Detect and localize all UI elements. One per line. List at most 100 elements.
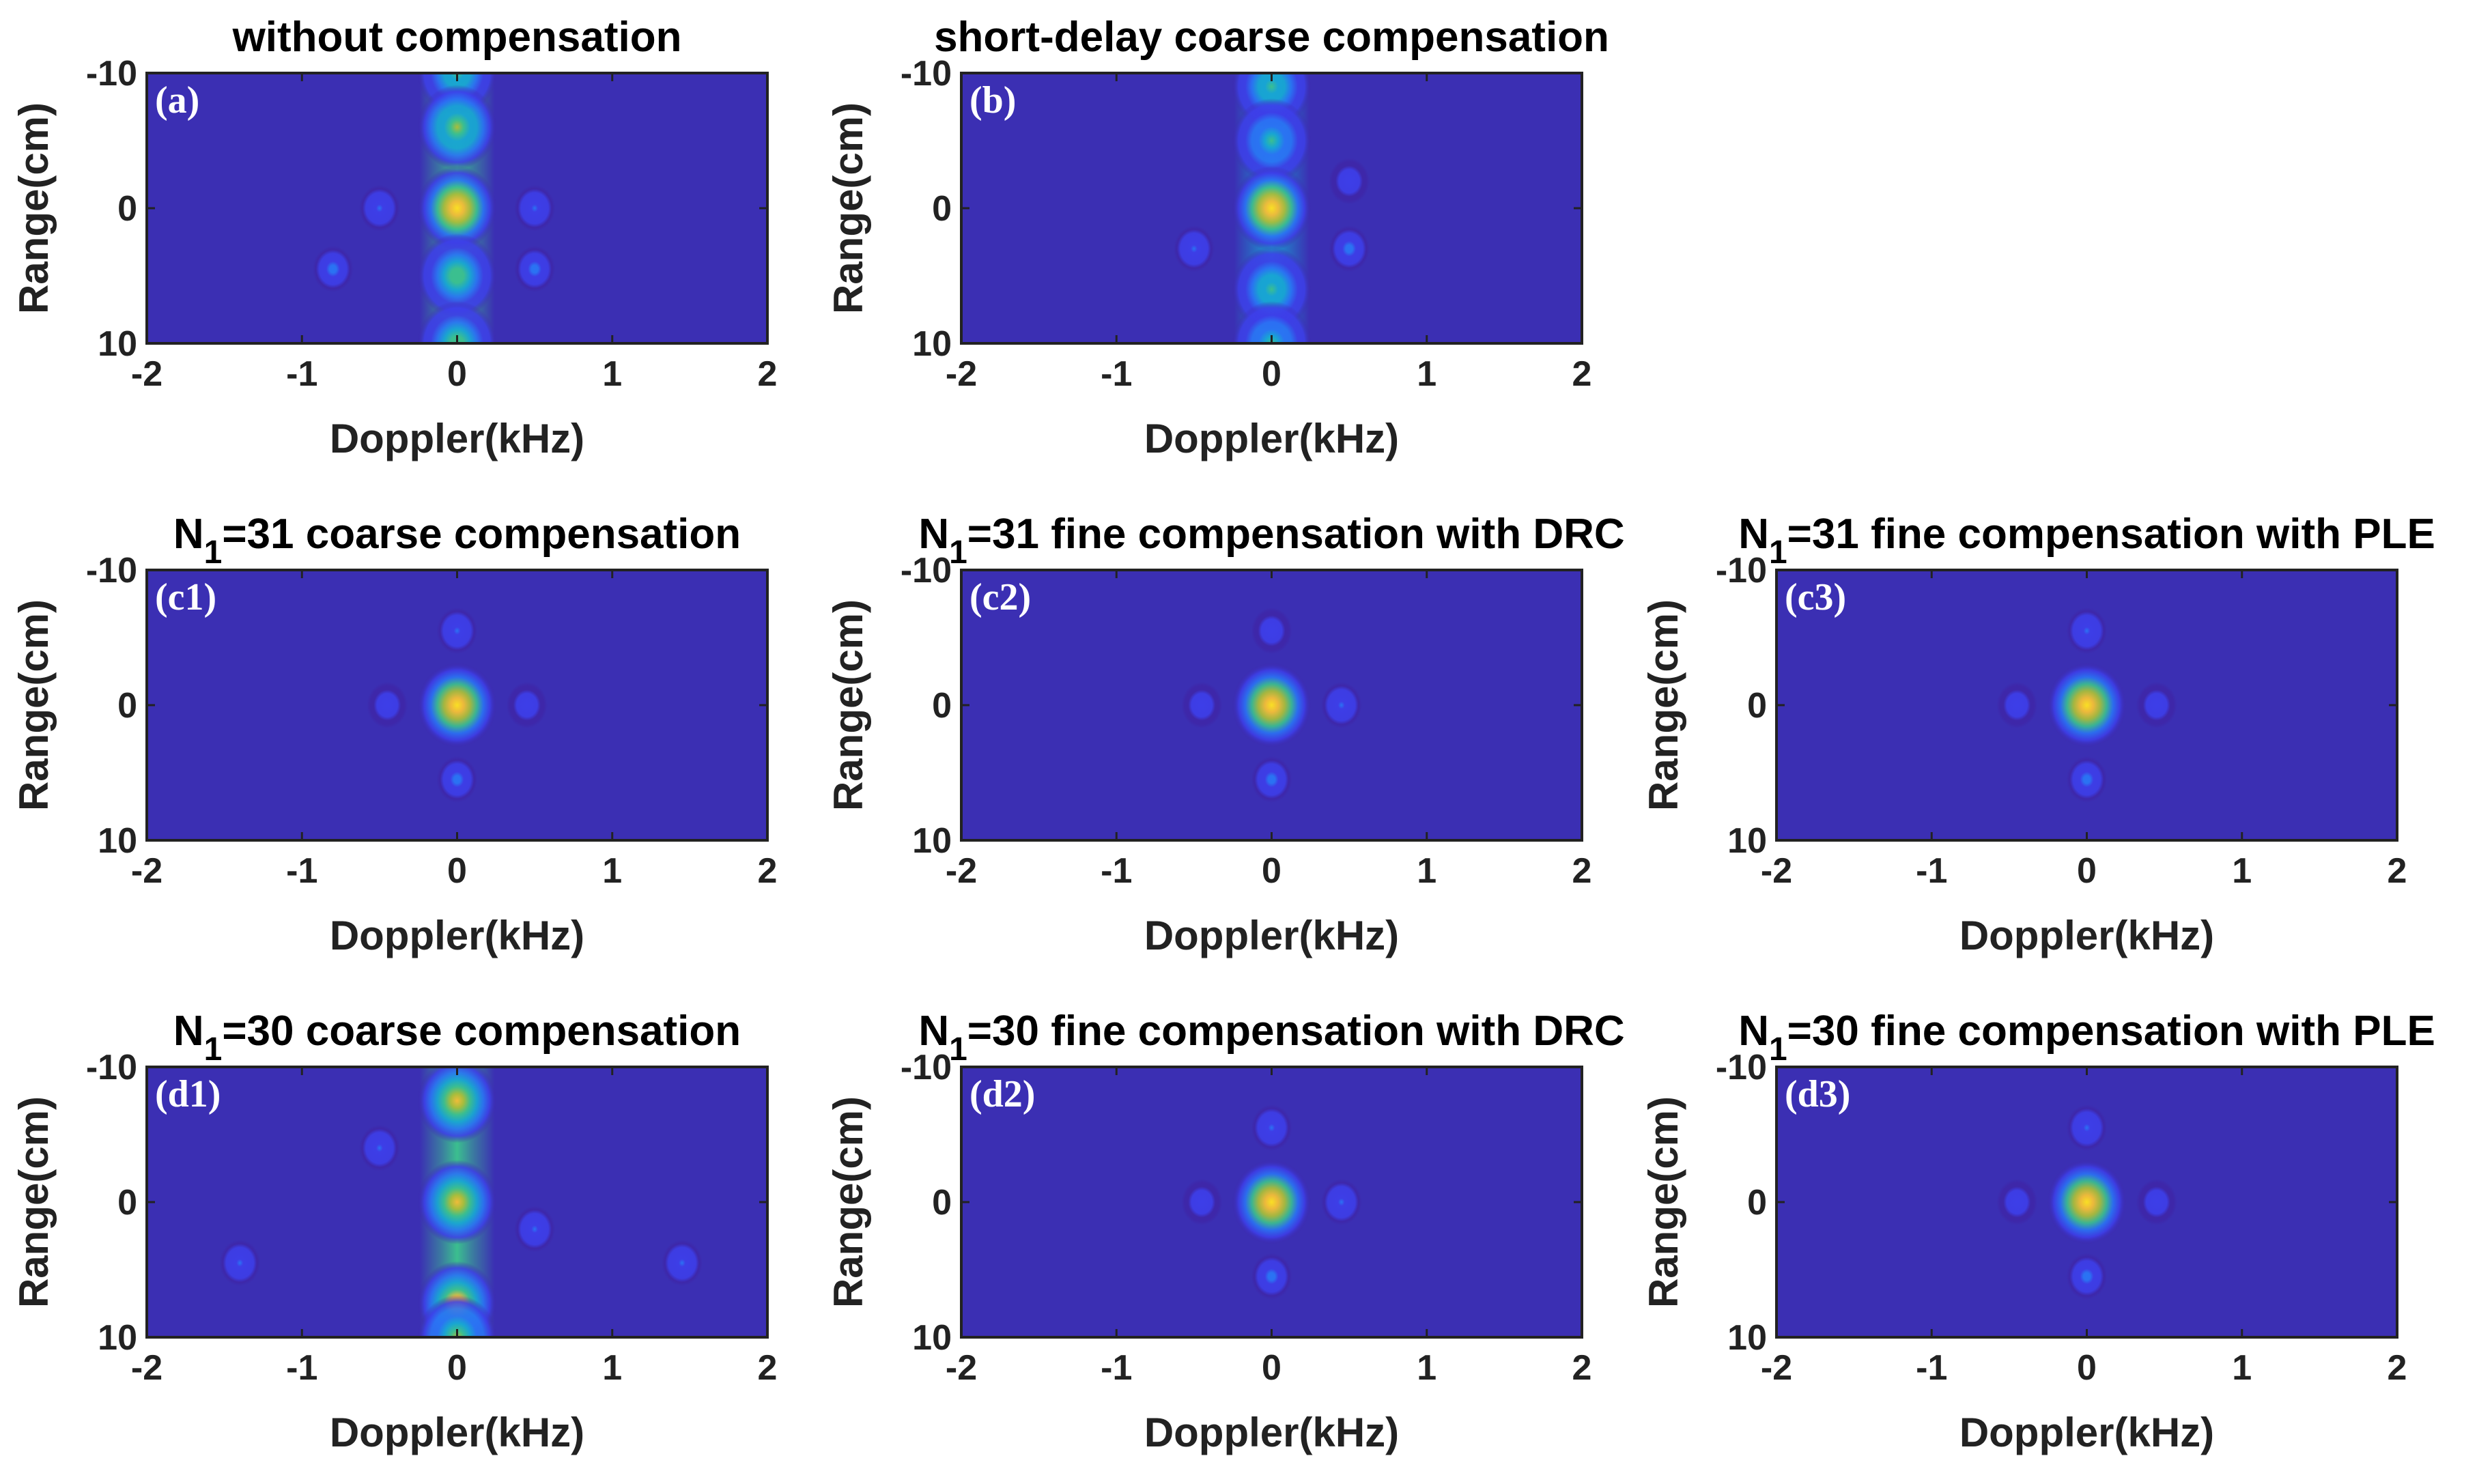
x-tick-label: 1: [2232, 851, 2252, 891]
peak-mark: [1232, 98, 1312, 183]
panel-label: (c1): [155, 576, 216, 618]
panel-label: (d3): [1785, 1073, 1850, 1115]
x-tick-label: 0: [1262, 1348, 1282, 1388]
peak-mark: [1232, 1160, 1312, 1244]
x-axis-label: Doppler(kHz): [330, 416, 584, 461]
sidelobe-mark: [1320, 682, 1362, 728]
x-tick-label: 2: [758, 354, 778, 394]
x-tick-label: -1: [1101, 354, 1132, 394]
panel-title: N1=30 fine compensation with PLE: [1738, 1008, 2435, 1068]
y-tick-label: 10: [98, 1318, 137, 1358]
y-axis-label: Range(cm): [825, 1096, 871, 1308]
x-tick-label: 0: [447, 851, 467, 891]
panel-label: (a): [155, 79, 199, 122]
peak-mark: [1232, 301, 1312, 343]
peak-mark: [417, 1067, 497, 1143]
sidelobe-mark: [2136, 682, 2177, 728]
x-tick-label: 0: [447, 1348, 467, 1388]
y-tick-label: 0: [932, 1183, 952, 1223]
panel-title: N1=31 fine compensation with DRC: [918, 511, 1624, 571]
y-axis-label: Range(cm): [1641, 599, 1686, 811]
x-tick-label: 1: [602, 1348, 622, 1388]
panel-label: (c2): [969, 576, 1031, 618]
x-tick-label: 1: [1417, 354, 1436, 394]
x-axis-label: Doppler(kHz): [1144, 913, 1399, 958]
heatmap-content: [312, 73, 556, 343]
y-tick-label: -10: [1716, 551, 1767, 590]
y-axis-label: Range(cm): [11, 102, 57, 314]
x-tick-label: 2: [2388, 1348, 2407, 1388]
sidelobe-mark: [514, 185, 556, 231]
peak-mark: [2047, 663, 2127, 747]
y-tick-label: 0: [117, 189, 137, 229]
x-tick-label: -1: [1101, 851, 1132, 891]
x-tick-label: 1: [2232, 1348, 2252, 1388]
panel-label: (d1): [155, 1073, 221, 1115]
panel-title: N1=31 coarse compensation: [173, 511, 741, 571]
y-tick-label: 10: [1727, 821, 1767, 861]
peak-mark: [417, 85, 497, 170]
y-axis-label: Range(cm): [1641, 1096, 1686, 1308]
sidelobe-mark: [358, 1124, 400, 1171]
sidelobe-mark: [436, 756, 478, 803]
heatmap-content: [1181, 1104, 1362, 1300]
peak-mark: [2047, 1160, 2127, 1244]
sidelobe-mark: [514, 1205, 556, 1253]
heatmap-content: [367, 608, 548, 803]
panel-title: N1=30 fine compensation with DRC: [918, 1008, 1624, 1068]
x-tick-label: -2: [131, 851, 162, 891]
sidelobe-mark: [1329, 158, 1370, 205]
x-tick-label: 0: [2077, 851, 2097, 891]
x-axis-label: Doppler(kHz): [330, 1410, 584, 1455]
y-axis-label: Range(cm): [11, 1096, 57, 1308]
y-tick-label: -10: [901, 551, 952, 590]
x-tick-label: 2: [1572, 354, 1592, 394]
y-tick-label: 0: [932, 189, 952, 229]
x-tick-label: 2: [758, 1348, 778, 1388]
sidelobe-mark: [1251, 756, 1292, 803]
y-axis-label: Range(cm): [11, 599, 57, 811]
x-tick-label: 2: [1572, 851, 1592, 891]
x-axis-label: Doppler(kHz): [1144, 416, 1399, 461]
panel-a: -2 -1 0 1 2-10010Doppler(kHz)Range(cm)withou…: [11, 14, 777, 461]
heatmap-content: [1181, 608, 1362, 803]
y-tick-label: -10: [901, 54, 952, 94]
y-tick-label: 10: [912, 1318, 952, 1358]
sidelobe-mark: [2066, 1253, 2108, 1300]
x-tick-label: -1: [286, 354, 317, 394]
panel-c1: -2 -1 0 1 2-10010Doppler(kHz)Range(cm)N1=31 …: [11, 511, 777, 958]
x-tick-label: -1: [286, 1348, 317, 1388]
y-tick-label: 0: [1747, 1183, 1767, 1223]
heatmap-content: [1996, 1104, 2177, 1300]
panel-d1: -2 -1 0 1 2-10010Doppler(kHz)Range(cm)N1=30 …: [11, 1008, 777, 1455]
sidelobe-mark: [1173, 225, 1215, 272]
x-tick-label: -1: [1916, 851, 1947, 891]
sidelobe-mark: [1320, 1179, 1362, 1225]
x-tick-label: 0: [1262, 851, 1282, 891]
peak-mark: [1232, 166, 1312, 251]
y-axis-label: Range(cm): [825, 599, 871, 811]
sidelobe-mark: [2066, 756, 2108, 803]
x-tick-label: 1: [1417, 1348, 1436, 1388]
x-tick-label: 2: [758, 851, 778, 891]
y-tick-label: 0: [117, 686, 137, 726]
sidelobe-mark: [436, 608, 478, 655]
panel-title: short-delay coarse compensation: [934, 14, 1609, 61]
x-tick-label: -1: [286, 851, 317, 891]
peak-mark: [417, 166, 497, 251]
y-axis-label: Range(cm): [825, 102, 871, 314]
x-axis-label: Doppler(kHz): [330, 913, 584, 958]
x-tick-label: -2: [1761, 1348, 1792, 1388]
x-tick-label: -2: [131, 1348, 162, 1388]
y-tick-label: -10: [86, 1048, 137, 1087]
y-tick-label: -10: [1716, 1048, 1767, 1087]
heatmap-content: [219, 1067, 703, 1337]
panels: -2 -1 0 1 2-10010Doppler(kHz)Range(cm)withou…: [11, 14, 2435, 1455]
x-tick-label: 0: [1262, 354, 1282, 394]
y-tick-label: 0: [1747, 686, 1767, 726]
x-tick-label: 2: [1572, 1348, 1592, 1388]
y-tick-label: 10: [98, 324, 137, 364]
x-tick-label: 2: [2388, 851, 2407, 891]
x-tick-label: -2: [1761, 851, 1792, 891]
